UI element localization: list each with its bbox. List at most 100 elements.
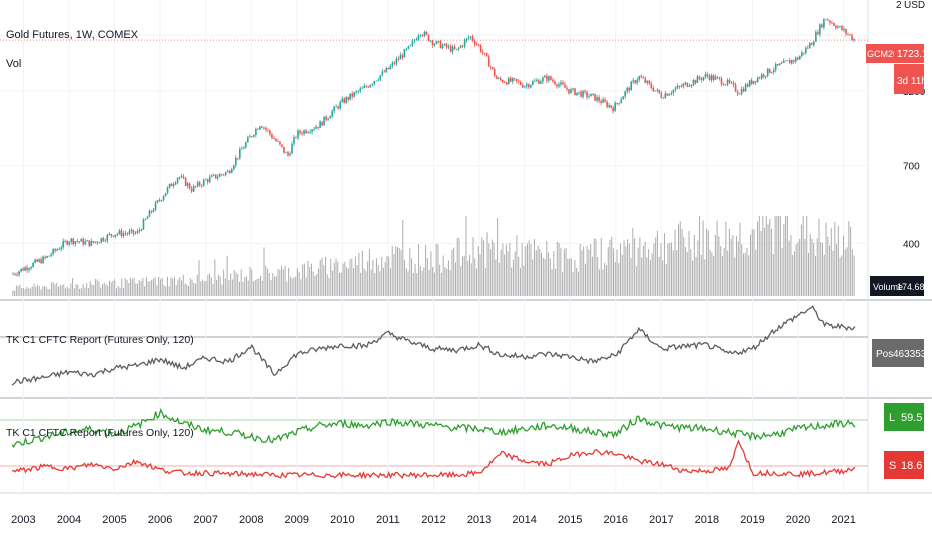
- candle-body: [827, 19, 829, 21]
- volume-bar: [707, 230, 709, 296]
- candle-body: [214, 174, 217, 179]
- volume-bar: [751, 229, 753, 296]
- volume-bar: [43, 286, 45, 296]
- candle-body: [303, 130, 305, 135]
- volume-bar: [252, 281, 254, 296]
- candle-body: [732, 82, 735, 85]
- volume-bar: [353, 268, 355, 296]
- volume-bar: [602, 269, 604, 296]
- volume-bar: [772, 254, 774, 296]
- volume-bar: [505, 244, 507, 296]
- volume-bar: [558, 242, 560, 296]
- volume-bar: [216, 279, 218, 296]
- candle-body: [72, 238, 75, 244]
- candle-body: [40, 259, 42, 264]
- positions-pane[interactable]: [11, 305, 856, 386]
- candle-body: [580, 91, 582, 97]
- volume-bar: [277, 268, 279, 296]
- volume-bar: [404, 260, 406, 296]
- volume-bar: [295, 276, 297, 296]
- candle-body: [706, 74, 709, 76]
- candle-body: [48, 255, 50, 257]
- candle-body: [407, 45, 410, 49]
- volume-bar: [500, 249, 502, 296]
- volume-bar: [728, 228, 730, 296]
- price-pane[interactable]: [0, 17, 868, 277]
- volume-bar: [595, 238, 597, 296]
- volume-bar: [358, 252, 360, 296]
- candle-body: [132, 229, 135, 234]
- candle-body: [626, 87, 628, 92]
- volume-bar: [620, 243, 622, 296]
- volume-bar: [101, 284, 103, 296]
- year-tick-label: 2005: [102, 514, 126, 526]
- candle-body: [465, 38, 468, 41]
- volume-bar: [347, 268, 349, 296]
- volume-bar: [792, 255, 794, 296]
- volume-bar: [180, 280, 182, 296]
- volume-bar: [618, 263, 620, 296]
- year-tick-label: 2008: [239, 514, 263, 526]
- year-tick-label: 2014: [512, 514, 536, 526]
- candle-body: [190, 188, 193, 192]
- volume-bar: [339, 272, 341, 296]
- short-badge[interactable]: S 18.6: [884, 451, 924, 479]
- candle-body: [632, 80, 635, 82]
- volume-bar: [172, 278, 174, 296]
- candle-body: [170, 183, 173, 187]
- volume-bar: [804, 238, 806, 296]
- volume-bar: [154, 277, 156, 296]
- candle-body: [554, 81, 556, 85]
- candle-body: [152, 210, 155, 212]
- volume-bar: [121, 278, 123, 296]
- volume-bar: [354, 256, 356, 296]
- candle-body: [455, 48, 458, 50]
- volume-bar: [317, 268, 319, 296]
- volume-bar: [825, 222, 827, 296]
- price-axis[interactable]: 4007001200: [903, 87, 926, 250]
- volume-bar: [166, 276, 168, 296]
- gridlines: [0, 0, 868, 493]
- symbol-price-badge[interactable]: GCM2021 1723.1 3d 11h: [866, 44, 928, 94]
- volume-bar: [727, 250, 729, 296]
- candle-body: [405, 48, 408, 50]
- candle-body: [178, 177, 181, 179]
- volume-bar: [391, 245, 393, 296]
- volume-bar: [470, 263, 472, 296]
- long-short-pane[interactable]: [11, 408, 856, 480]
- candle-body: [618, 103, 620, 104]
- candle-body: [70, 238, 73, 242]
- volume-bar: [841, 255, 843, 296]
- volume-bar: [182, 274, 184, 296]
- volume-bar: [382, 267, 384, 296]
- candle-body: [437, 41, 440, 42]
- volume-bar: [237, 274, 239, 296]
- volume-bar: [261, 280, 263, 296]
- volume-badge[interactable]: Volume 174.682K: [870, 276, 932, 296]
- candle-body: [764, 75, 767, 77]
- volume-bar: [107, 285, 109, 296]
- volume-bar: [667, 243, 669, 296]
- volume-bar: [790, 235, 792, 296]
- candle-body: [319, 121, 321, 128]
- volume-bar: [616, 249, 618, 296]
- volume-bar: [725, 221, 727, 296]
- volume-bar: [200, 281, 202, 296]
- volume-bar: [563, 248, 565, 296]
- candle-body: [339, 101, 341, 109]
- volume-bar: [247, 280, 249, 296]
- candle-body: [813, 41, 815, 46]
- candle-body: [245, 142, 247, 148]
- volume-bar: [395, 246, 397, 296]
- candle-body: [269, 130, 271, 135]
- candle-body: [803, 52, 805, 54]
- candle-body: [148, 210, 151, 217]
- positions-badge[interactable]: Pos 463353.0: [872, 339, 932, 367]
- pos-badge-key: Pos: [876, 349, 893, 360]
- long-badge[interactable]: L 59.5: [884, 403, 924, 431]
- volume-bar: [463, 255, 465, 296]
- candle-body: [224, 172, 227, 175]
- candle-body: [341, 98, 343, 102]
- volume-bar: [305, 277, 307, 296]
